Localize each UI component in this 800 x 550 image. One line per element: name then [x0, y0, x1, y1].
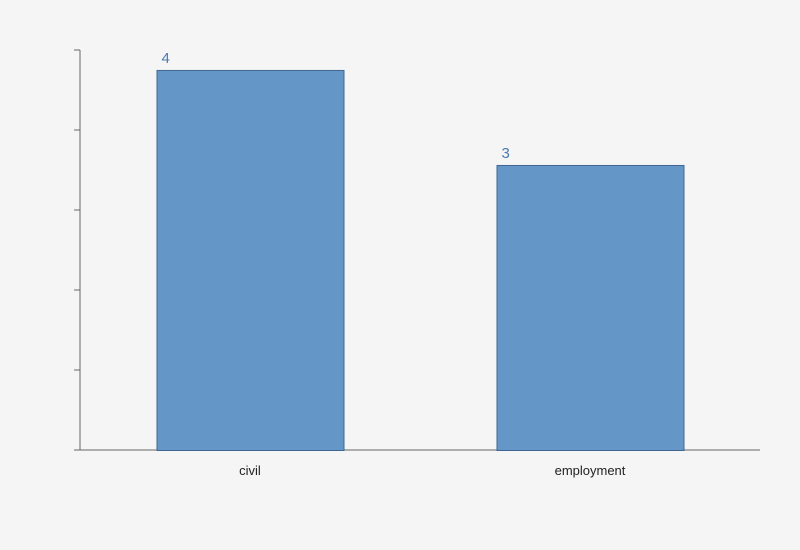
x-tick-label-employment: employment [555, 463, 626, 478]
bars: 43 [156, 50, 685, 452]
data-label-employment: 3 [502, 145, 510, 162]
bar-employment [496, 164, 685, 452]
bar-civil [156, 69, 345, 452]
data-label-civil: 4 [162, 50, 170, 67]
x-tick-label-civil: civil [239, 463, 261, 478]
